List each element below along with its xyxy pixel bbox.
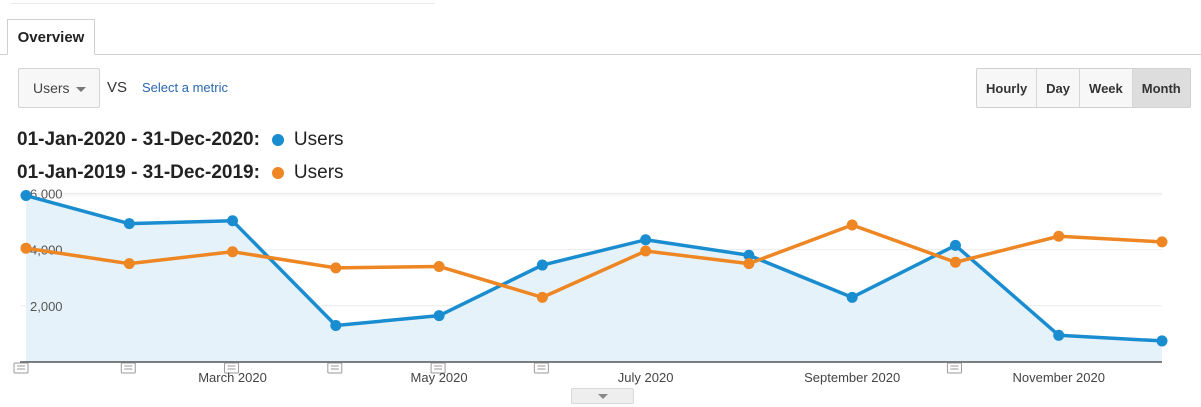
period-day-button[interactable]: Day xyxy=(1037,69,1081,107)
series-2019-point xyxy=(536,291,548,303)
tab-overview[interactable]: Overview xyxy=(7,19,95,55)
x-tick-label: November 2020 xyxy=(1012,370,1105,385)
legend-2020-range: 01-Jan-2020 - 31-Dec-2020: xyxy=(17,129,260,150)
x-tick-label: September 2020 xyxy=(804,370,900,385)
annotation-marker-icon[interactable] xyxy=(946,362,962,374)
annotation-marker-icon[interactable] xyxy=(430,362,446,374)
series-2020-point xyxy=(330,319,342,331)
chevron-down-icon xyxy=(76,87,86,92)
series-2019-point xyxy=(330,262,342,274)
series-2019-point xyxy=(1156,236,1168,248)
legend-2020-dot-icon xyxy=(271,134,284,146)
series-2020-point xyxy=(123,218,135,230)
series-2020-point xyxy=(743,249,755,261)
annotation-marker-icon[interactable] xyxy=(327,362,343,374)
series-2019-point xyxy=(846,219,858,231)
expand-annotations-button[interactable] xyxy=(571,388,634,404)
legend-2019-dot-icon xyxy=(271,167,284,179)
period-hourly-button[interactable]: Hourly xyxy=(977,69,1038,107)
legend-2019: 01-Jan-2019 - 31-Dec-2019: Users xyxy=(17,162,344,184)
series-2019-point xyxy=(640,245,652,257)
top-divider xyxy=(10,3,435,4)
series-2019-point xyxy=(743,258,755,270)
annotation-marker-icon[interactable] xyxy=(224,362,240,374)
series-2019-point xyxy=(227,246,239,258)
series-2020-point xyxy=(949,239,961,251)
series-2020-point xyxy=(846,291,858,303)
annotation-marker-icon[interactable] xyxy=(13,362,29,374)
tab-bar-line xyxy=(0,54,1201,55)
series-2020-point xyxy=(536,259,548,271)
series-2020-point xyxy=(640,234,652,246)
legend-2019-range: 01-Jan-2019 - 31-Dec-2019: xyxy=(17,162,260,183)
series-2019-point xyxy=(123,258,135,270)
annotation-marker-icon[interactable] xyxy=(533,362,549,374)
chevron-down-icon xyxy=(598,394,608,399)
series-2020-line xyxy=(25,193,1163,343)
annotation-marker-icon[interactable] xyxy=(120,362,136,374)
series-2019-point xyxy=(20,242,32,254)
series-2019-line xyxy=(25,223,1163,300)
metric-select[interactable]: Users xyxy=(18,68,100,108)
select-metric-link[interactable]: Select a metric xyxy=(142,80,228,95)
series-2020-point xyxy=(433,310,445,322)
series-2020-point xyxy=(1053,329,1065,341)
y-tick-label: 2,000 xyxy=(30,299,63,314)
series-2019-point xyxy=(433,260,445,272)
series-2020-point xyxy=(1156,335,1168,347)
period-toggle-group: Hourly Day Week Month xyxy=(976,68,1191,108)
legend-2019-series: Users xyxy=(293,162,344,183)
metric-select-value: Users xyxy=(33,80,70,96)
series-2020-area xyxy=(26,195,1162,362)
vs-label: VS xyxy=(107,79,128,96)
series-2020-point xyxy=(227,215,239,227)
period-month-button[interactable]: Month xyxy=(1132,69,1190,107)
x-tick-label: May 2020 xyxy=(411,370,468,385)
x-tick-label: March 2020 xyxy=(198,370,267,385)
series-2019-point xyxy=(1053,230,1065,242)
x-tick-label: July 2020 xyxy=(618,370,674,385)
legend-2020-series: Users xyxy=(293,129,344,150)
series-2020-point xyxy=(20,190,32,202)
legend-2020: 01-Jan-2020 - 31-Dec-2020: Users xyxy=(17,129,344,151)
period-week-button[interactable]: Week xyxy=(1080,69,1133,107)
series-2019-point xyxy=(949,256,961,268)
